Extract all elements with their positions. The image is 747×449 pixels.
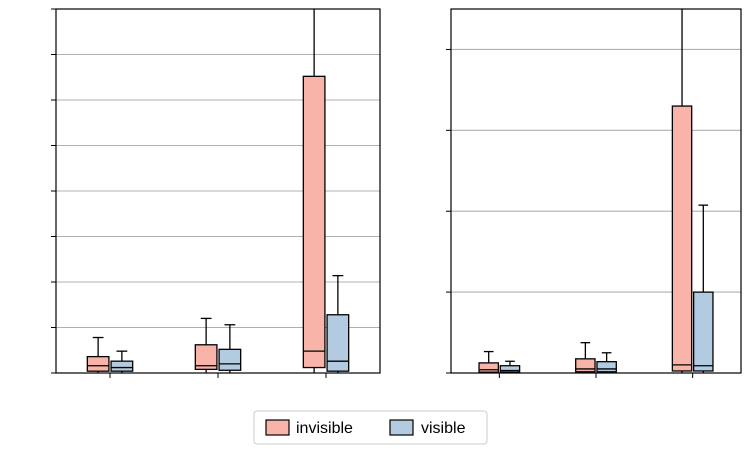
legend-label-visible: visible: [421, 420, 466, 437]
legend-label-invisible: invisible: [296, 420, 353, 437]
box-invisible-2: [671, 105, 693, 372]
box-visible-1: [218, 348, 242, 371]
axes-frame: [55, 8, 381, 374]
box-invisible-1: [194, 344, 218, 371]
box-invisible-1: [575, 358, 596, 373]
box-visible-0: [499, 365, 521, 373]
legend-swatch-invisible: [265, 419, 290, 436]
legend-swatch-visible: [389, 419, 414, 436]
box-visible-2: [692, 291, 714, 372]
box-visible-1: [596, 361, 617, 373]
angular-error-panel: [446, 8, 742, 378]
box-visible-0: [110, 360, 134, 372]
box-invisible-0: [478, 362, 500, 373]
legend: invisible visible: [253, 410, 488, 445]
box-invisible-2: [302, 75, 326, 369]
axes-frame: [450, 8, 742, 374]
box-layer: [86, 9, 350, 373]
legend-frame: [253, 410, 488, 445]
box-visible-2: [326, 314, 350, 372]
box-invisible-0: [86, 355, 110, 372]
box-layer: [478, 9, 714, 373]
distance-error-panel: [51, 8, 381, 378]
